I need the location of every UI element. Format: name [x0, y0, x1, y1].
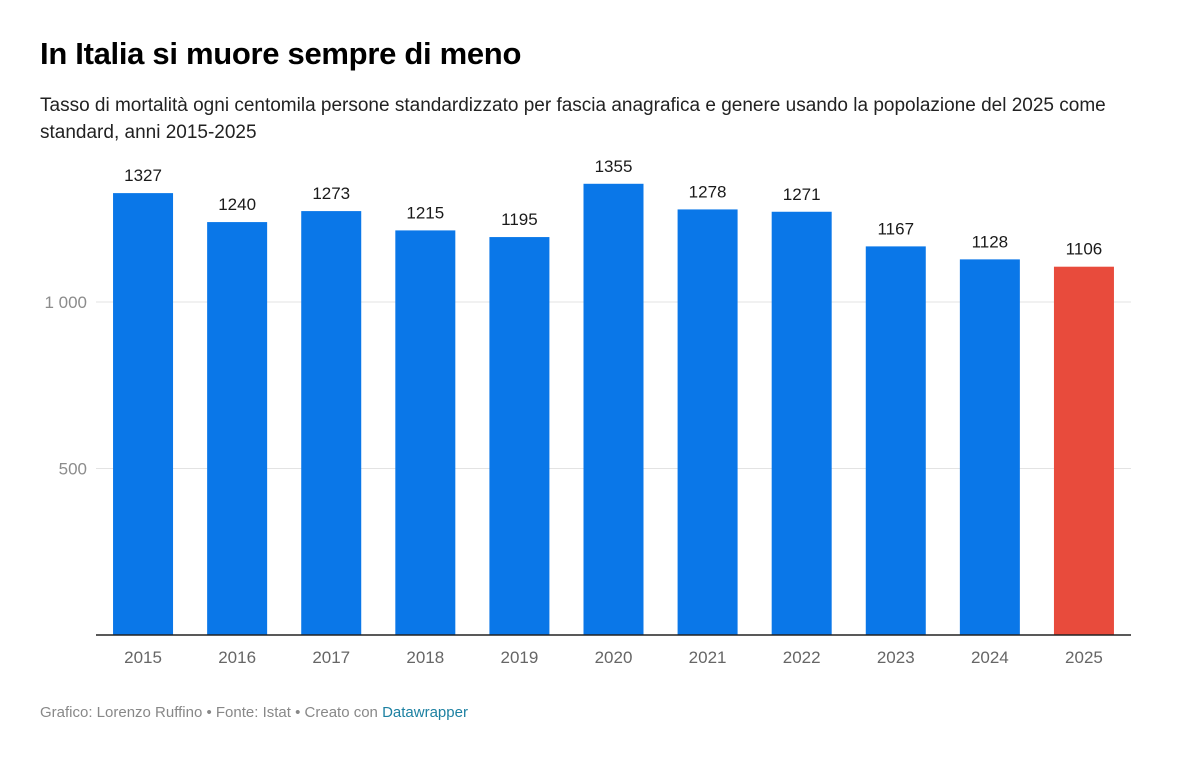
bar-2020 — [583, 183, 644, 635]
datawrapper-link[interactable]: Datawrapper — [382, 704, 468, 721]
bar-2024 — [959, 259, 1020, 635]
bar-2018 — [395, 230, 456, 635]
bar-2017 — [301, 211, 362, 635]
y-tick-label-500: 500 — [59, 460, 87, 479]
value-label-2020: 1355 — [595, 157, 633, 176]
x-tick-label-2018: 2018 — [406, 648, 444, 667]
bar-2022 — [771, 211, 832, 635]
x-tick-label-2017: 2017 — [312, 648, 350, 667]
value-label-2019: 1195 — [501, 210, 538, 229]
bar-2021 — [677, 209, 738, 635]
bar-2023 — [865, 246, 926, 636]
footer: Grafico: Lorenzo Ruffino • Fonte: Istat … — [40, 704, 468, 721]
value-label-2015: 1327 — [124, 166, 162, 185]
x-tick-label-2023: 2023 — [877, 648, 915, 667]
value-label-2023: 1167 — [877, 219, 914, 238]
bar-2019 — [489, 237, 550, 635]
bar-2016 — [207, 222, 268, 635]
value-label-2017: 1273 — [312, 184, 350, 203]
y-tick-label-1000: 1 000 — [44, 293, 87, 312]
value-label-2022: 1271 — [783, 185, 821, 204]
footer-credit: Grafico: Lorenzo Ruffino • Fonte: Istat … — [40, 704, 383, 721]
x-tick-label-2024: 2024 — [971, 648, 1009, 667]
value-label-2016: 1240 — [218, 195, 256, 214]
x-tick-label-2020: 2020 — [595, 648, 633, 667]
bar-2025 — [1053, 266, 1114, 635]
x-tick-label-2019: 2019 — [500, 648, 538, 667]
bar-2015 — [113, 193, 174, 635]
x-tick-label-2021: 2021 — [689, 648, 727, 667]
x-tick-label-2015: 2015 — [124, 648, 162, 667]
chart-title: In Italia si muore sempre di meno — [40, 36, 522, 71]
value-label-2018: 1215 — [406, 203, 444, 222]
value-label-2021: 1278 — [689, 182, 727, 201]
x-tick-label-2016: 2016 — [218, 648, 256, 667]
value-label-2025: 1106 — [1066, 240, 1103, 259]
x-tick-label-2025: 2025 — [1065, 648, 1103, 667]
value-label-2024: 1128 — [972, 232, 1009, 251]
x-tick-label-2022: 2022 — [783, 648, 821, 667]
chart-subtitle: Tasso di mortalità ogni centomila person… — [40, 95, 1106, 143]
